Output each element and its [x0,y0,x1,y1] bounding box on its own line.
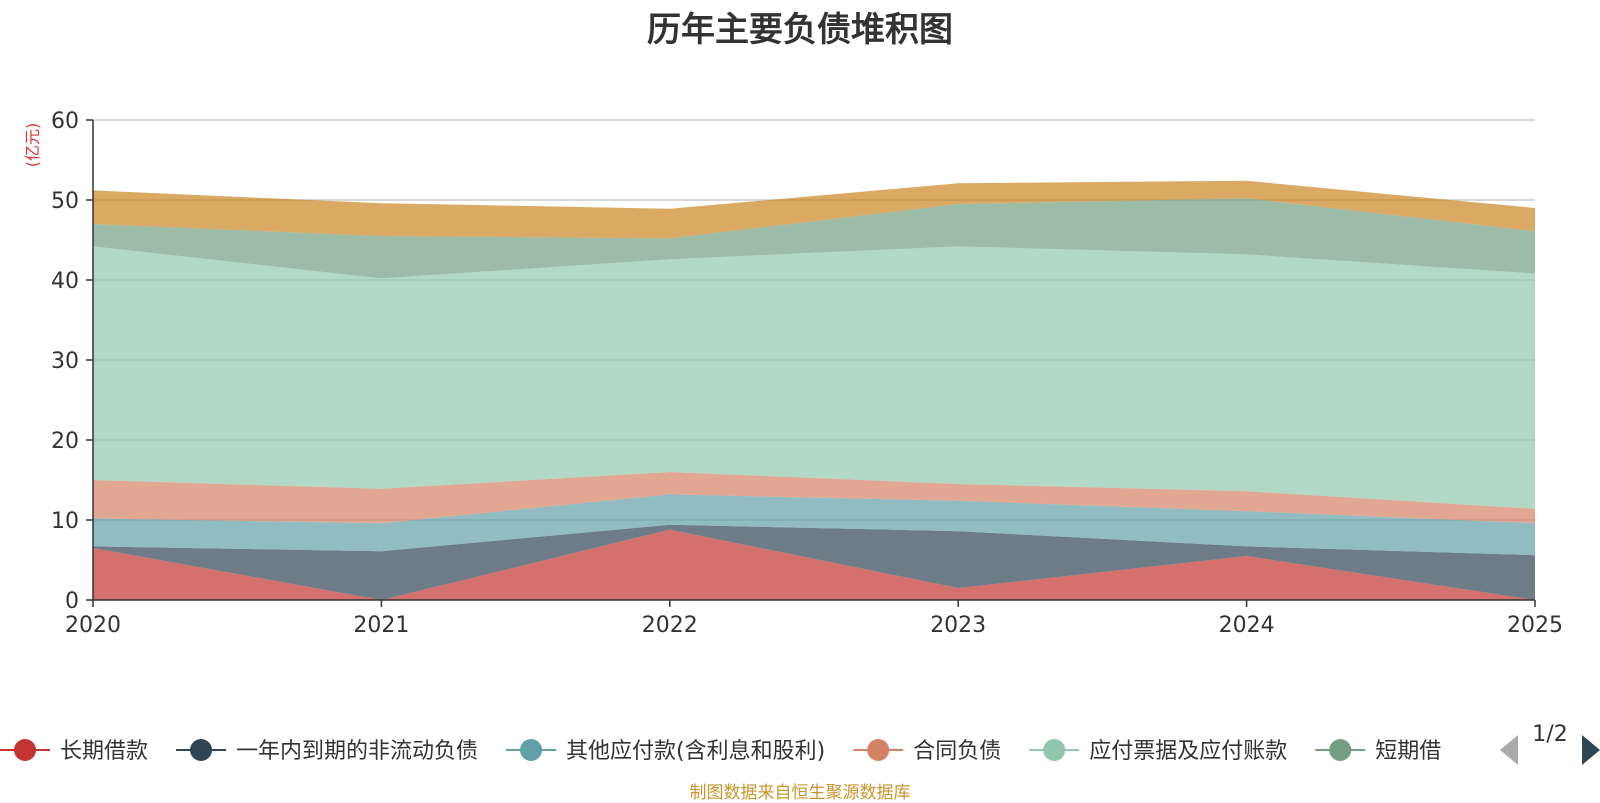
legend-marker-icon [520,739,543,761]
legend-item[interactable]: 其他应付款(含利息和股利) [506,739,825,764]
legend-label: 长期借款 [60,739,148,764]
legend-marker-icon [1329,739,1352,761]
y-tick-label: 20 [51,429,79,454]
legend-item[interactable]: 应付票据及应付账款 [1029,739,1287,764]
area-5 [93,246,1535,509]
legend-item[interactable]: 长期借款 [0,739,148,764]
legend-label: 其他应付款(含利息和股利) [566,739,825,764]
x-tick-label: 2023 [930,613,986,638]
y-tick-label: 0 [65,589,79,614]
legend-prev-arrow-icon[interactable] [1500,735,1518,765]
x-tick-label: 2021 [353,613,409,638]
legend-marker-icon [867,739,890,761]
area-4 [93,472,1535,524]
legend-item[interactable]: 一年内到期的非流动负债 [176,739,478,764]
area-6 [93,198,1535,279]
legend: 长期借款 一年内到期的非流动负债 其他应付款(含利息和股利) 合同负债 应付票据及应付账… [0,739,1441,764]
area-7 [93,180,1535,239]
legend-next-arrow-icon[interactable] [1582,735,1600,765]
x-tick-label: 2024 [1219,613,1275,638]
area-1 [93,529,1535,600]
source-note: 制图数据来自恒生聚源数据库 [689,783,911,803]
legend-item[interactable]: 短期借 [1315,739,1441,764]
legend-marker-icon [14,739,36,761]
x-tick-label: 2020 [65,613,121,638]
x-tick-label: 2025 [1507,613,1563,638]
y-tick-label: 60 [51,109,79,134]
legend-page-indicator: 1/2 [1532,722,1567,747]
legend-label: 短期借 [1375,739,1441,764]
area-series [93,180,1535,600]
legend-pager: 1/2 [1500,722,1600,765]
area-3 [93,494,1535,556]
y-tick-label: 40 [51,269,79,294]
y-axis-label: (亿元) [23,123,42,168]
area-2 [93,524,1535,600]
tick-labels: 0 10 20 30 40 50 60 2020 2021 2022 2023 2024 2025 [51,109,1563,638]
legend-label: 合同负债 [913,739,1001,764]
legend-marker-icon [190,739,213,761]
y-tick-label: 10 [51,509,79,534]
y-tick-label: 30 [51,349,79,374]
chart-title: 历年主要负债堆积图 [647,10,953,50]
legend-items: 长期借款 一年内到期的非流动负债 其他应付款(含利息和股利) 合同负债 应付票据及应付账… [0,739,1441,764]
x-tick-label: 2022 [642,613,698,638]
legend-label: 应付票据及应付账款 [1089,739,1287,764]
legend-marker-icon [1043,739,1066,761]
legend-item[interactable]: 合同负债 [853,739,1001,764]
y-tick-label: 50 [51,189,79,214]
legend-label: 一年内到期的非流动负债 [236,739,478,764]
